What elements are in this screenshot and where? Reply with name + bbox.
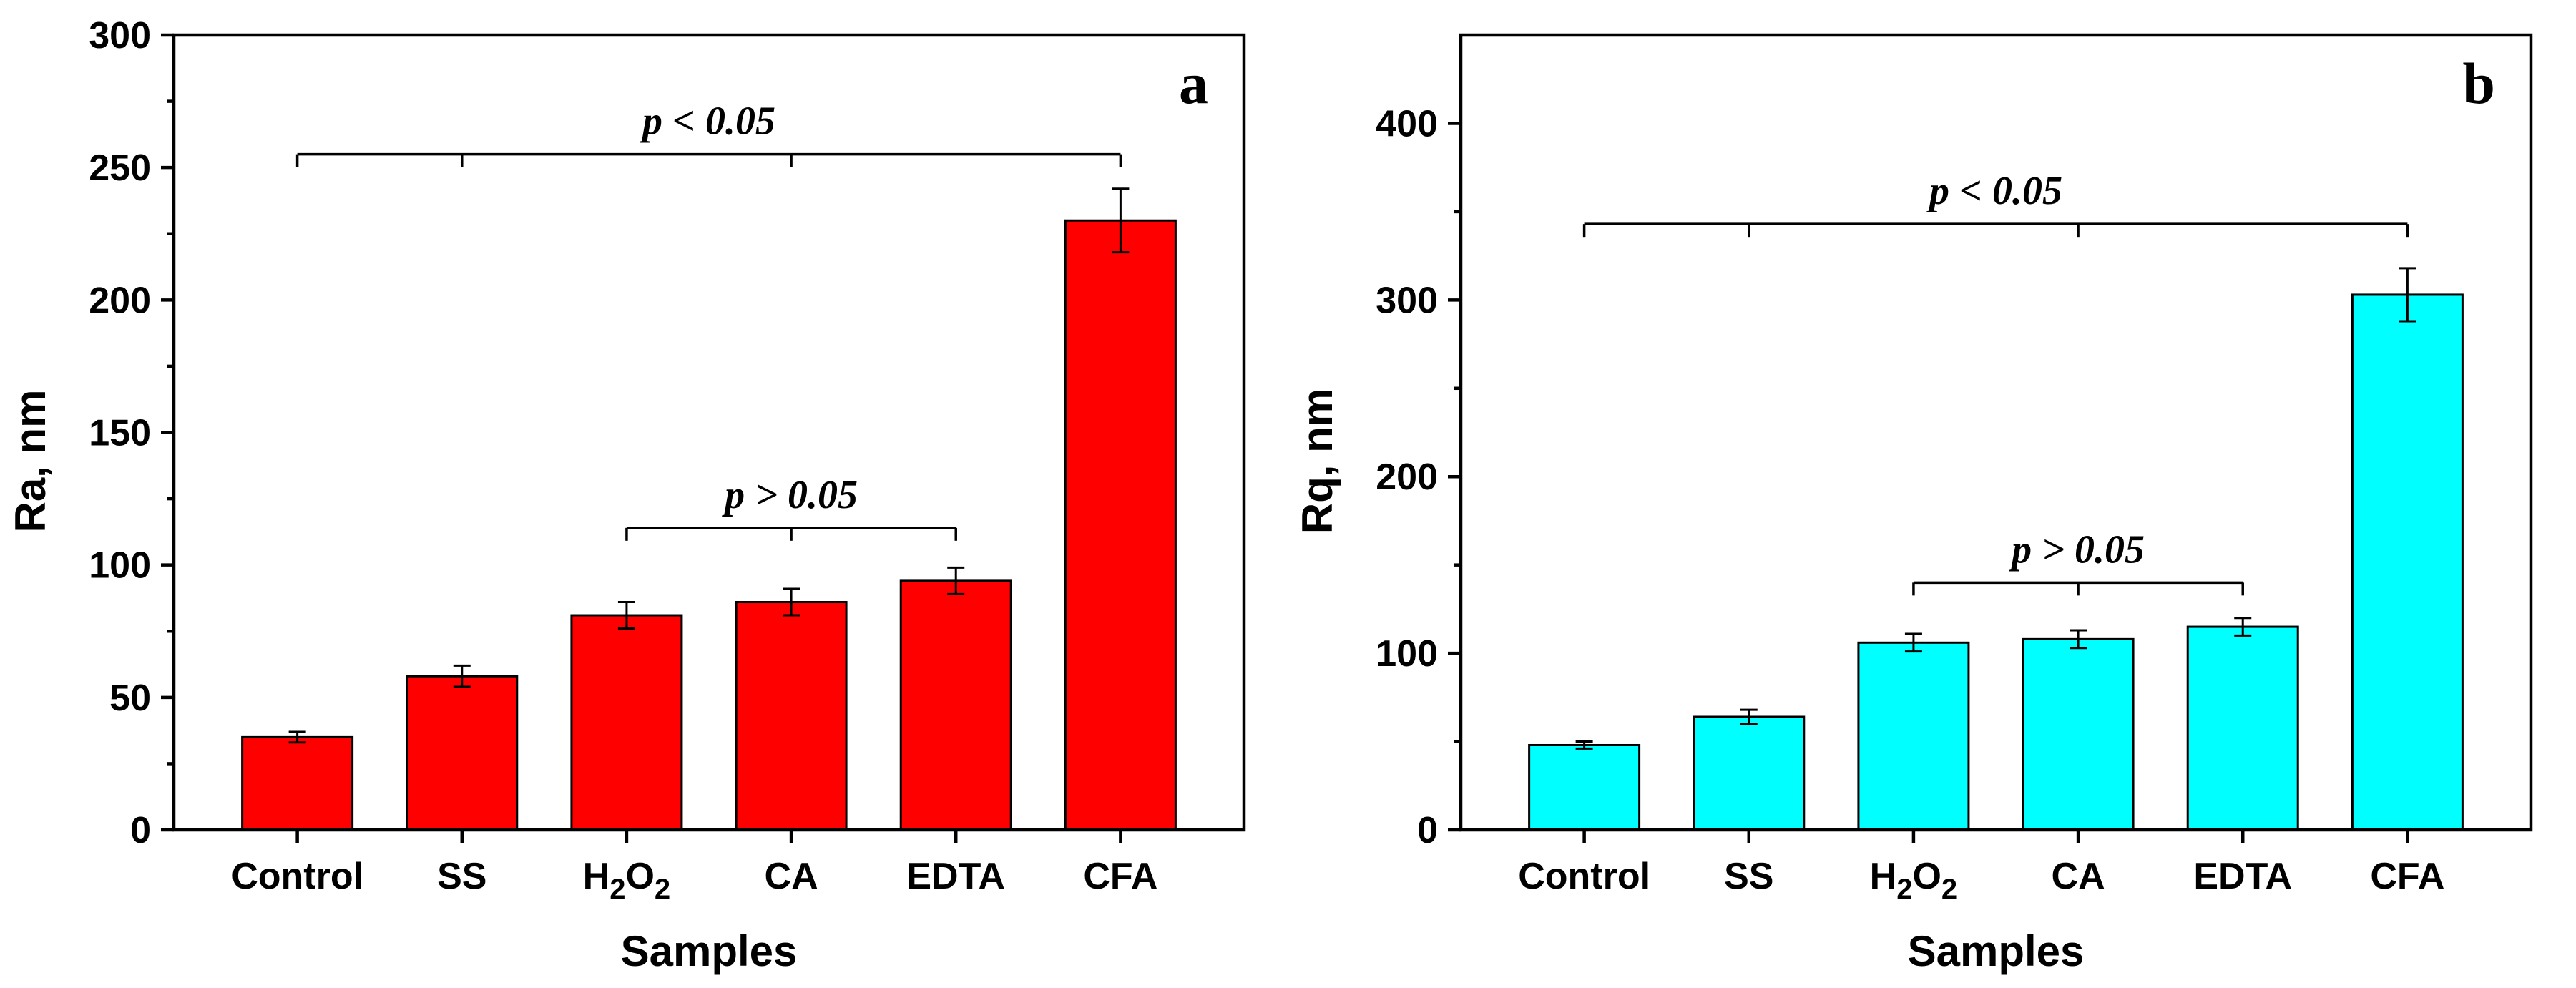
p-value-label: p > 0.05: [722, 473, 858, 517]
x-tick-label-ss: SS: [1724, 856, 1773, 897]
bar-a-edta: [899, 579, 1012, 831]
error-bar-b-ca: [2070, 629, 2087, 650]
error-bar-a-control: [288, 730, 306, 744]
y-tick-label: 200: [89, 280, 151, 321]
significance-bracket-2: p > 0.05: [1912, 527, 2244, 596]
p-value-label: p < 0.05: [640, 99, 775, 144]
bar-a-cfa: [1064, 219, 1177, 831]
error-bar-a-cfa: [1112, 187, 1130, 254]
significance-bracket-1: p < 0.05: [1582, 169, 2409, 238]
x-tick-label-edta: EDTA: [906, 856, 1005, 897]
bar-a-ca: [735, 601, 848, 831]
y-tick-label: 300: [1376, 280, 1438, 321]
p-value-label: p < 0.05: [1926, 169, 2062, 213]
y-tick-label: 100: [1376, 633, 1438, 675]
significance-bracket-2: p > 0.05: [625, 473, 957, 541]
chart-panel-b: 0 100 200 300 400 Control SS H2O2 CA EDTA CFA Sampl…: [1293, 33, 2533, 975]
bar-b-edta: [2186, 625, 2299, 831]
x-axis-title: Samples: [1908, 927, 2085, 975]
bar-b-cfa: [2351, 293, 2464, 831]
y-tick-label: 400: [1376, 103, 1438, 145]
panel-label: b: [2462, 51, 2495, 116]
x-tick-label-cfa: CFA: [2370, 856, 2444, 897]
y-tick-label: 0: [130, 810, 151, 851]
x-tick-label-ca: CA: [765, 856, 818, 897]
x-tick-label-ca: CA: [2052, 856, 2105, 897]
y-tick-label: 300: [89, 15, 151, 57]
x-tick-label-edta: EDTA: [2193, 856, 2292, 897]
panel-label: a: [1179, 51, 1208, 116]
significance-bracket-1: p < 0.05: [295, 99, 1122, 167]
y-tick-label: 250: [89, 147, 151, 189]
x-tick-label-cfa: CFA: [1083, 856, 1157, 897]
error-bar-b-control: [1575, 740, 1593, 750]
y-axis-title: Ra, nm: [6, 389, 54, 532]
error-bar-b-edta: [2234, 617, 2252, 637]
y-tick-label: 100: [89, 545, 151, 587]
bar-b-h2o2: [1857, 641, 1970, 831]
x-tick-label-control: Control: [231, 856, 363, 897]
error-bar-b-cfa: [2399, 267, 2416, 323]
p-value-label: p > 0.05: [2009, 527, 2145, 572]
error-bar-b-ss: [1740, 708, 1758, 725]
error-bar-a-ca: [783, 587, 800, 617]
bar-b-control: [1528, 743, 1641, 831]
bar-b-ss: [1693, 715, 1806, 831]
error-bar-a-ss: [453, 664, 471, 688]
bar-a-ss: [406, 675, 519, 831]
x-tick-label-control: Control: [1518, 856, 1650, 897]
x-tick-label-ss: SS: [437, 856, 486, 897]
bar-b-ca: [2022, 637, 2135, 831]
y-tick-label: 50: [109, 678, 151, 719]
axes-frame-b: [1459, 33, 2533, 832]
y-tick-label: 0: [1417, 810, 1438, 851]
y-axis-title: Rq, nm: [1293, 388, 1341, 534]
x-tick-label-h2o2: H2O2: [583, 856, 671, 905]
error-bar-a-edta: [947, 566, 965, 595]
error-bar-b-h2o2: [1904, 632, 1922, 653]
x-tick-label-h2o2: H2O2: [1870, 856, 1958, 905]
chart-panel-a: 0 50 100 150 200 250 300 Control SS H2O2 CA EDTA CFA…: [6, 15, 1246, 975]
bar-a-control: [241, 735, 354, 831]
bar-a-h2o2: [570, 614, 683, 831]
x-axis-title: Samples: [621, 927, 798, 975]
y-tick-label: 150: [89, 413, 151, 454]
y-tick-label: 200: [1376, 456, 1438, 498]
error-bar-a-h2o2: [617, 601, 635, 630]
